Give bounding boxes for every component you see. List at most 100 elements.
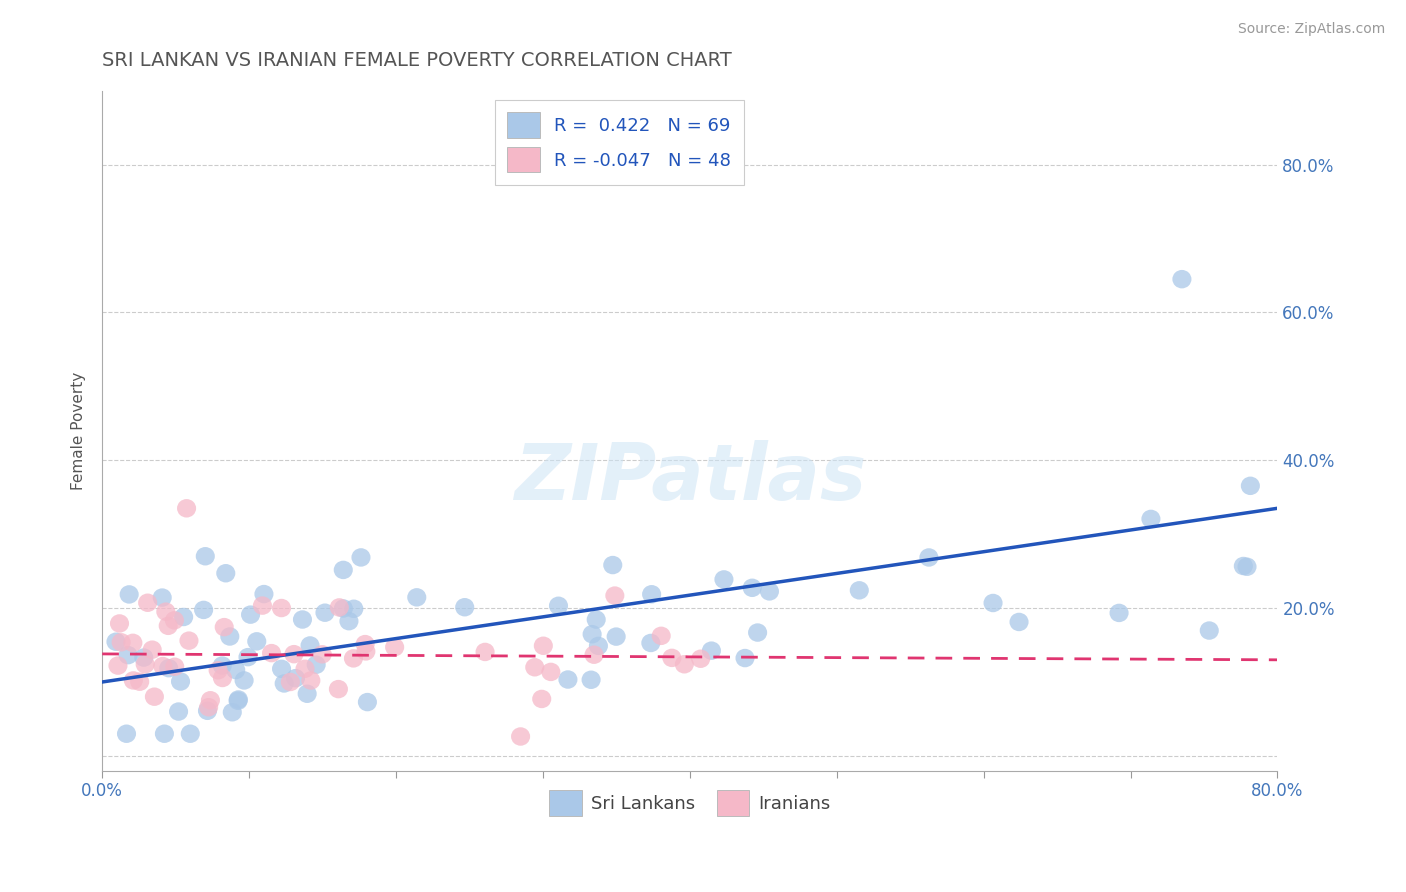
Ellipse shape bbox=[145, 688, 165, 706]
Ellipse shape bbox=[849, 581, 869, 599]
Ellipse shape bbox=[200, 698, 218, 716]
Ellipse shape bbox=[301, 636, 319, 655]
Ellipse shape bbox=[254, 585, 274, 603]
Text: SRI LANKAN VS IRANIAN FEMALE POVERTY CORRELATION CHART: SRI LANKAN VS IRANIAN FEMALE POVERTY COR… bbox=[103, 51, 733, 70]
Ellipse shape bbox=[229, 690, 247, 709]
Ellipse shape bbox=[229, 691, 247, 710]
Ellipse shape bbox=[120, 585, 139, 604]
Ellipse shape bbox=[1237, 558, 1257, 576]
Ellipse shape bbox=[526, 658, 544, 676]
Ellipse shape bbox=[159, 659, 179, 677]
Ellipse shape bbox=[134, 648, 153, 667]
Ellipse shape bbox=[235, 671, 253, 690]
Ellipse shape bbox=[165, 611, 184, 630]
Ellipse shape bbox=[692, 649, 710, 668]
Ellipse shape bbox=[510, 727, 530, 746]
Ellipse shape bbox=[169, 702, 188, 721]
Ellipse shape bbox=[274, 674, 294, 693]
Ellipse shape bbox=[344, 649, 363, 667]
Ellipse shape bbox=[456, 598, 474, 616]
Ellipse shape bbox=[586, 610, 606, 629]
Ellipse shape bbox=[702, 641, 721, 660]
Ellipse shape bbox=[247, 632, 266, 650]
Ellipse shape bbox=[356, 635, 374, 653]
Ellipse shape bbox=[107, 632, 125, 651]
Ellipse shape bbox=[558, 670, 578, 689]
Ellipse shape bbox=[153, 589, 172, 607]
Ellipse shape bbox=[118, 646, 138, 665]
Ellipse shape bbox=[1234, 557, 1253, 575]
Ellipse shape bbox=[295, 659, 315, 678]
Ellipse shape bbox=[159, 616, 177, 635]
Ellipse shape bbox=[606, 586, 624, 605]
Ellipse shape bbox=[533, 690, 551, 708]
Ellipse shape bbox=[589, 637, 607, 655]
Ellipse shape bbox=[212, 657, 232, 675]
Ellipse shape bbox=[124, 633, 142, 652]
Ellipse shape bbox=[142, 640, 162, 659]
Ellipse shape bbox=[174, 607, 193, 626]
Ellipse shape bbox=[408, 588, 426, 607]
Ellipse shape bbox=[110, 615, 129, 632]
Ellipse shape bbox=[240, 606, 260, 624]
Legend: Sri Lankans, Iranians: Sri Lankans, Iranians bbox=[543, 783, 838, 822]
Ellipse shape bbox=[742, 579, 762, 597]
Ellipse shape bbox=[222, 703, 242, 722]
Ellipse shape bbox=[385, 638, 404, 657]
Ellipse shape bbox=[307, 656, 326, 674]
Ellipse shape bbox=[585, 646, 603, 664]
Ellipse shape bbox=[226, 661, 245, 680]
Ellipse shape bbox=[344, 599, 363, 618]
Ellipse shape bbox=[714, 570, 734, 589]
Ellipse shape bbox=[253, 597, 271, 615]
Ellipse shape bbox=[582, 671, 600, 689]
Ellipse shape bbox=[262, 644, 281, 663]
Ellipse shape bbox=[329, 680, 347, 698]
Text: ZIPatlas: ZIPatlas bbox=[513, 441, 866, 516]
Ellipse shape bbox=[135, 655, 155, 673]
Ellipse shape bbox=[181, 724, 200, 743]
Ellipse shape bbox=[920, 549, 938, 566]
Ellipse shape bbox=[651, 626, 671, 645]
Ellipse shape bbox=[984, 594, 1002, 612]
Ellipse shape bbox=[138, 593, 157, 612]
Ellipse shape bbox=[1109, 604, 1129, 622]
Ellipse shape bbox=[641, 633, 661, 652]
Ellipse shape bbox=[239, 648, 257, 666]
Ellipse shape bbox=[172, 673, 190, 690]
Ellipse shape bbox=[333, 561, 353, 579]
Ellipse shape bbox=[1010, 613, 1029, 632]
Ellipse shape bbox=[356, 642, 375, 661]
Ellipse shape bbox=[748, 624, 768, 642]
Ellipse shape bbox=[208, 661, 228, 680]
Ellipse shape bbox=[1199, 622, 1219, 640]
Ellipse shape bbox=[177, 499, 195, 517]
Ellipse shape bbox=[548, 597, 568, 615]
Ellipse shape bbox=[312, 645, 332, 664]
Text: Source: ZipAtlas.com: Source: ZipAtlas.com bbox=[1237, 22, 1385, 37]
Ellipse shape bbox=[330, 599, 349, 616]
Ellipse shape bbox=[124, 671, 143, 690]
Ellipse shape bbox=[606, 627, 626, 646]
Ellipse shape bbox=[333, 599, 353, 618]
Ellipse shape bbox=[212, 669, 232, 687]
Ellipse shape bbox=[662, 648, 682, 667]
Ellipse shape bbox=[281, 673, 299, 691]
Ellipse shape bbox=[1173, 270, 1191, 288]
Ellipse shape bbox=[1142, 509, 1160, 528]
Ellipse shape bbox=[195, 547, 215, 566]
Ellipse shape bbox=[475, 643, 495, 661]
Ellipse shape bbox=[284, 645, 304, 664]
Ellipse shape bbox=[339, 612, 359, 631]
Ellipse shape bbox=[675, 655, 695, 673]
Ellipse shape bbox=[298, 684, 316, 703]
Ellipse shape bbox=[155, 724, 174, 743]
Y-axis label: Female Poverty: Female Poverty bbox=[72, 372, 86, 490]
Ellipse shape bbox=[352, 549, 371, 566]
Ellipse shape bbox=[180, 632, 198, 650]
Ellipse shape bbox=[194, 600, 214, 619]
Ellipse shape bbox=[735, 648, 755, 667]
Ellipse shape bbox=[271, 659, 291, 678]
Ellipse shape bbox=[582, 625, 602, 643]
Ellipse shape bbox=[156, 602, 176, 621]
